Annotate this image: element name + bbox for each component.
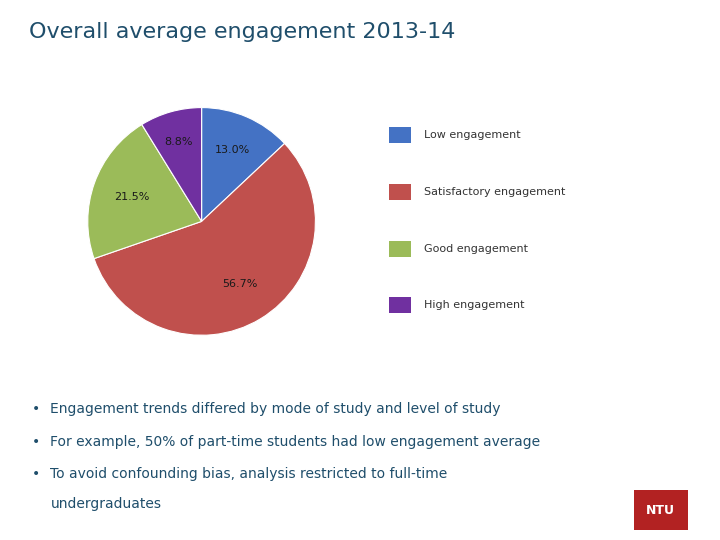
Bar — [389, 298, 411, 313]
Bar — [389, 241, 411, 256]
Text: Satisfactory engagement: Satisfactory engagement — [423, 187, 565, 197]
Bar — [389, 184, 411, 200]
Wedge shape — [94, 144, 315, 335]
Text: For example, 50% of part-time students had low engagement average: For example, 50% of part-time students h… — [50, 435, 541, 449]
Text: 56.7%: 56.7% — [222, 279, 257, 289]
Text: Low engagement: Low engagement — [423, 130, 521, 140]
FancyBboxPatch shape — [632, 489, 689, 531]
Text: 8.8%: 8.8% — [165, 137, 193, 146]
Text: undergraduates: undergraduates — [50, 497, 161, 511]
Text: NTU: NTU — [646, 503, 675, 517]
Text: •: • — [32, 435, 40, 449]
Wedge shape — [202, 107, 284, 221]
Wedge shape — [88, 125, 202, 259]
Wedge shape — [142, 107, 202, 221]
Text: 21.5%: 21.5% — [114, 192, 150, 201]
Bar — [389, 127, 411, 143]
Text: •: • — [32, 402, 40, 416]
Text: Good engagement: Good engagement — [423, 244, 528, 254]
Text: •: • — [32, 467, 40, 481]
Text: To avoid confounding bias, analysis restricted to full-time: To avoid confounding bias, analysis rest… — [50, 467, 448, 481]
Text: Engagement trends differed by mode of study and level of study: Engagement trends differed by mode of st… — [50, 402, 501, 416]
Text: Overall average engagement 2013-14: Overall average engagement 2013-14 — [29, 22, 455, 42]
Text: High engagement: High engagement — [423, 300, 524, 310]
Text: 13.0%: 13.0% — [215, 145, 250, 155]
